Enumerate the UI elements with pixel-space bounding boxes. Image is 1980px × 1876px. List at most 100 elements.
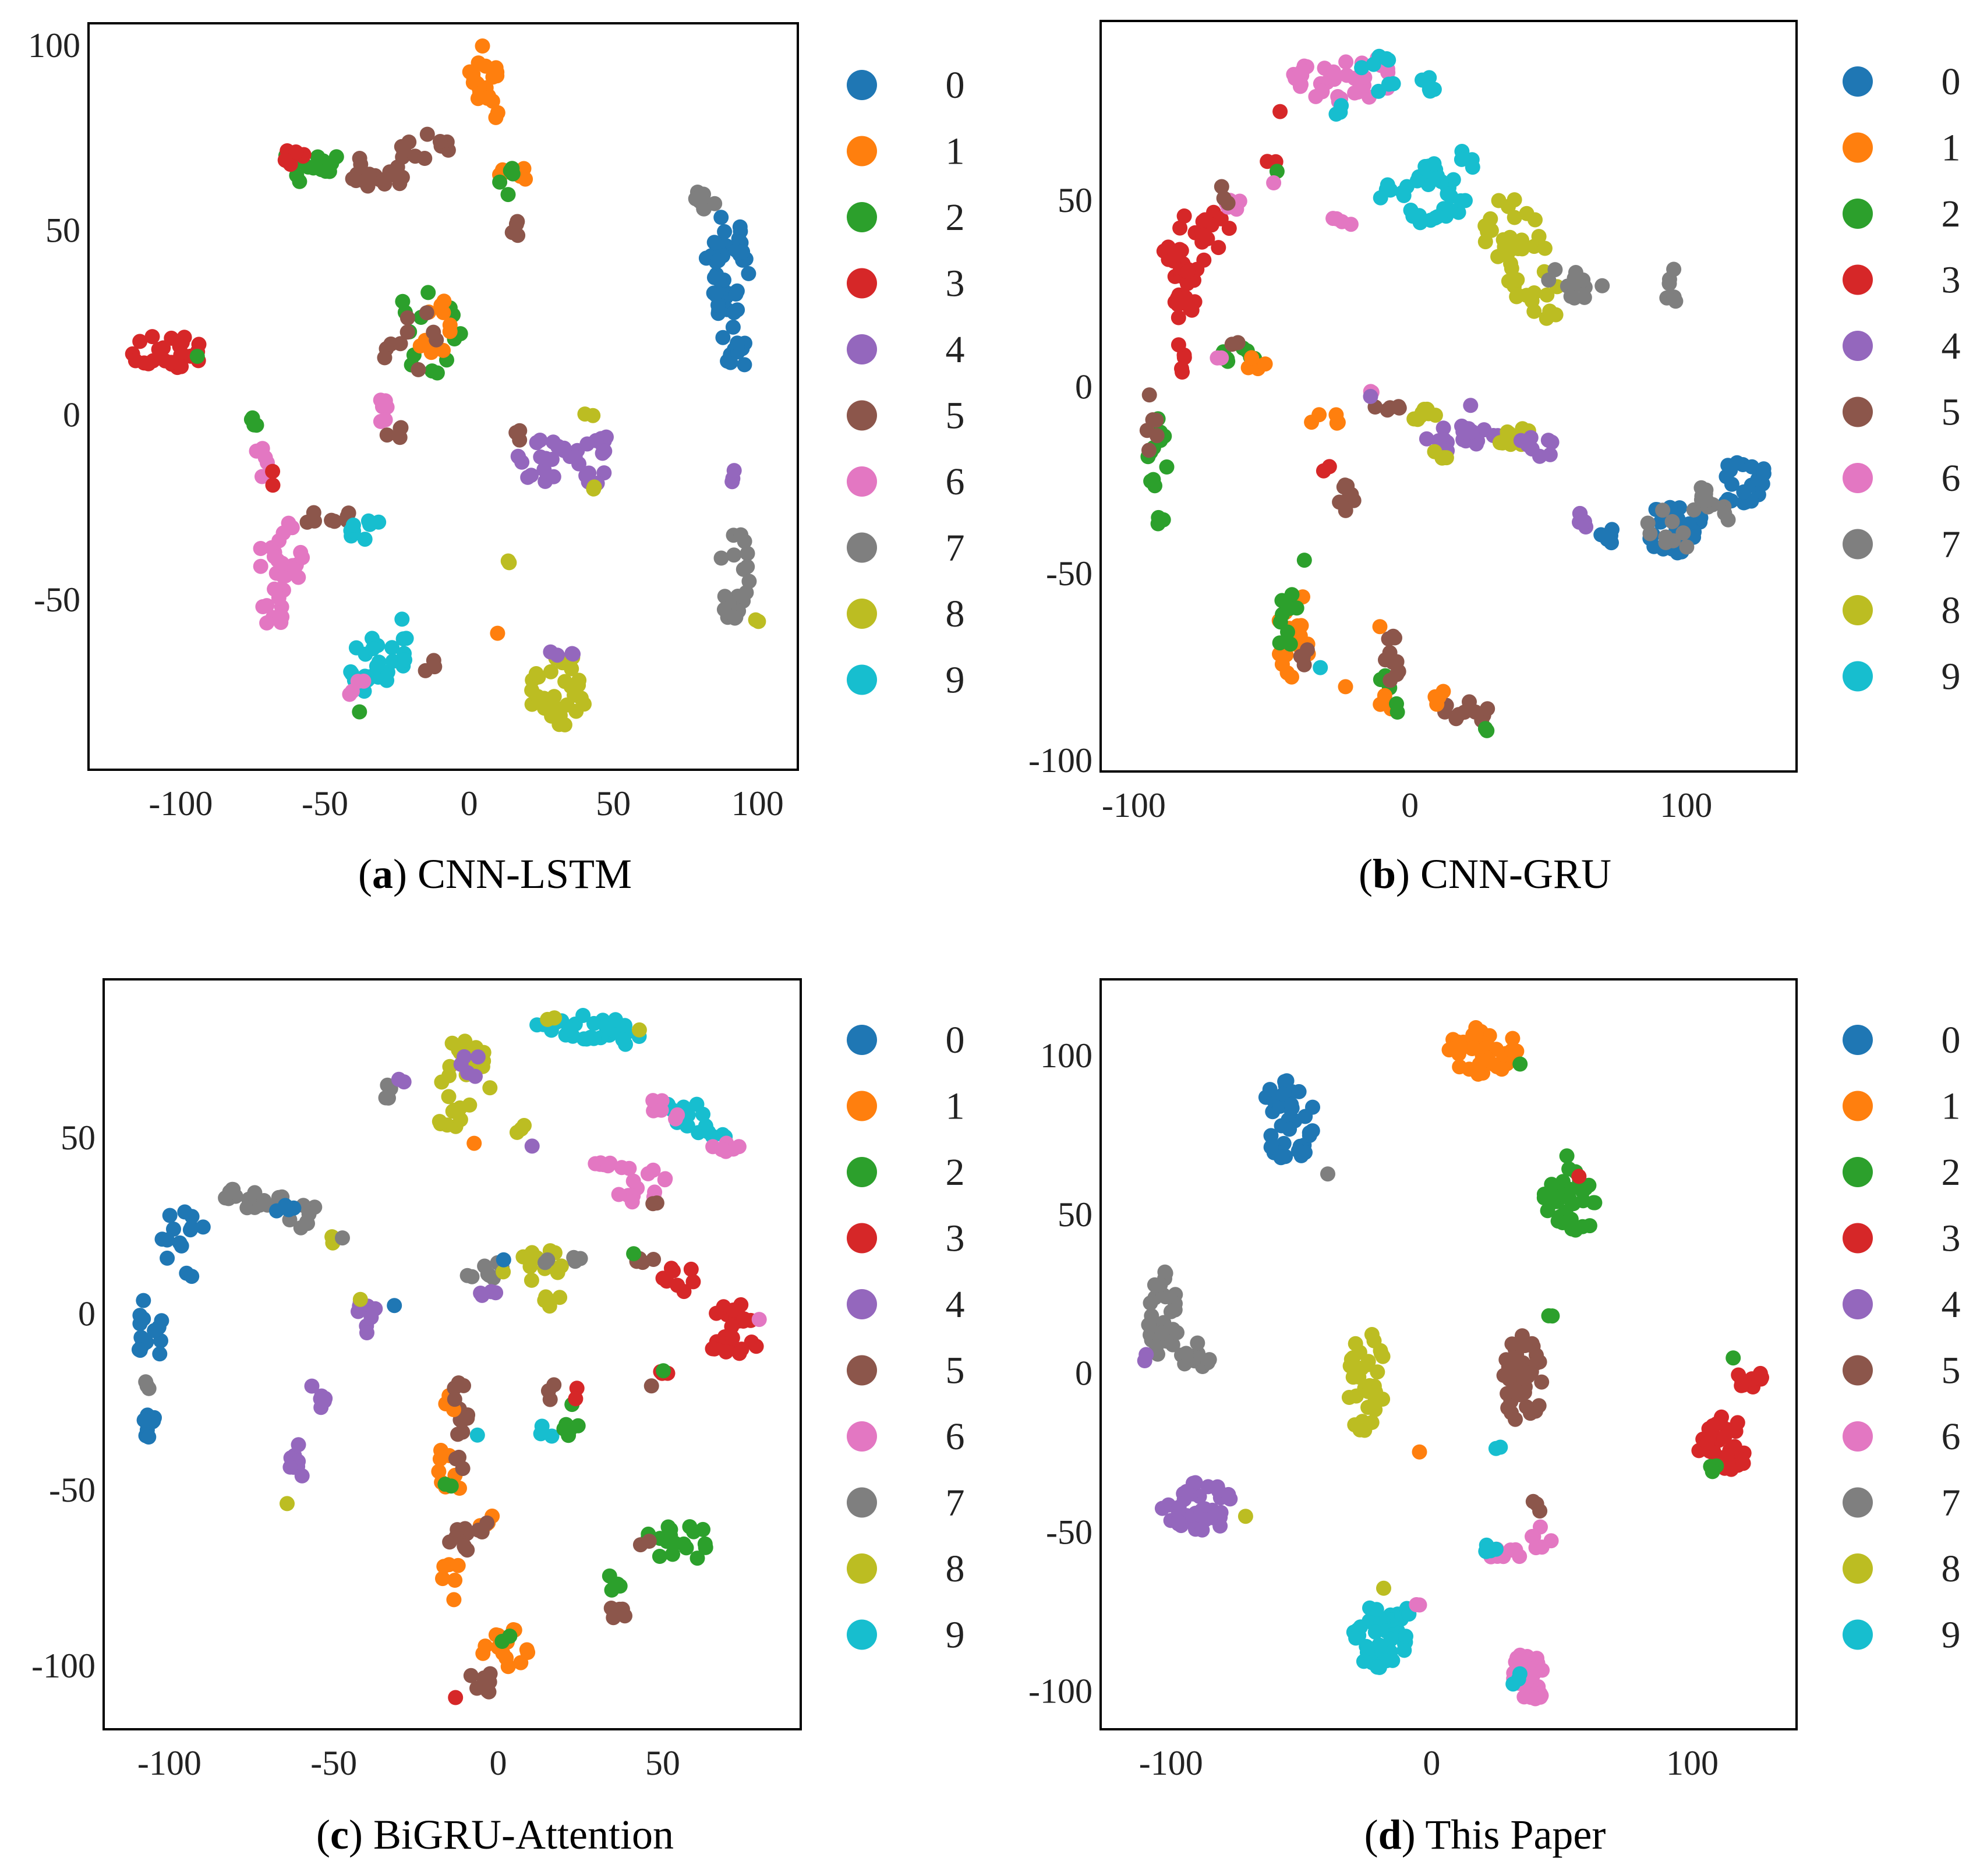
point-class-7 [740, 546, 755, 561]
point-class-5 [447, 1380, 462, 1396]
point-class-2 [663, 1522, 678, 1537]
legend-marker-4 [1843, 1289, 1873, 1319]
point-class-0 [717, 224, 733, 239]
point-class-3 [1176, 208, 1192, 224]
point-class-7 [1666, 261, 1682, 277]
legend-marker-0 [1843, 1025, 1873, 1055]
point-class-3 [140, 356, 156, 371]
point-class-5 [393, 336, 408, 352]
legend-marker-6 [1843, 463, 1873, 493]
legend-marker-0 [847, 1025, 877, 1055]
point-class-5 [482, 1674, 497, 1690]
legend-label-1: 1 [1942, 127, 1961, 169]
y-tick-label: 50 [1058, 1195, 1092, 1234]
point-class-2 [420, 285, 436, 300]
point-class-2 [1544, 1308, 1560, 1324]
point-class-9 [365, 641, 381, 656]
point-class-8 [585, 408, 601, 423]
x-tick-label: 100 [1666, 1744, 1719, 1782]
point-class-4 [1154, 1500, 1170, 1516]
point-class-1 [475, 38, 490, 54]
point-class-4 [1524, 441, 1540, 457]
point-class-6 [257, 449, 273, 465]
point-class-9 [1328, 107, 1344, 122]
x-tick-label: -100 [137, 1744, 201, 1782]
point-class-2 [318, 164, 334, 179]
point-class-0 [141, 1429, 157, 1445]
plot-frame [1099, 978, 1798, 1730]
caption-c: (c) BiGRU-Attention [316, 1811, 674, 1858]
legend-marker-5 [1843, 397, 1873, 427]
point-class-9 [1415, 72, 1430, 88]
point-class-5 [1216, 190, 1232, 206]
point-class-1 [490, 625, 505, 641]
point-class-1 [1427, 689, 1443, 705]
point-class-7 [538, 1255, 553, 1270]
point-class-5 [1339, 478, 1355, 494]
point-class-0 [713, 210, 729, 225]
point-class-1 [1468, 1027, 1484, 1042]
point-class-9 [1354, 60, 1370, 76]
point-class-4 [1464, 424, 1480, 440]
point-class-0 [1262, 1082, 1278, 1098]
point-class-1 [436, 1559, 452, 1574]
point-class-9 [1385, 76, 1401, 91]
point-class-4 [351, 1304, 366, 1319]
point-class-7 [1575, 272, 1591, 288]
point-class-8 [1366, 1333, 1382, 1348]
legend-label-1: 1 [946, 130, 965, 173]
point-class-4 [1469, 436, 1484, 452]
point-class-9 [544, 1428, 560, 1444]
point-class-9 [1440, 186, 1455, 202]
point-class-8 [586, 481, 602, 497]
point-class-5 [1382, 400, 1398, 416]
point-class-3 [724, 1319, 740, 1335]
point-class-2 [570, 1418, 586, 1433]
point-class-0 [726, 305, 742, 320]
point-class-6 [1314, 84, 1330, 100]
point-class-1 [1372, 619, 1388, 635]
point-class-3 [174, 346, 190, 362]
legend-marker-8 [1843, 595, 1873, 625]
point-class-4 [468, 1068, 483, 1084]
point-class-2 [1389, 705, 1405, 720]
legend-label-1: 1 [1942, 1085, 1961, 1128]
point-class-8 [500, 553, 516, 569]
point-class-7 [1547, 262, 1563, 278]
point-class-9 [1430, 209, 1445, 225]
point-class-3 [736, 1311, 752, 1327]
point-class-0 [732, 219, 748, 235]
legend-marker-4 [847, 1289, 877, 1319]
x-tick-label: -100 [1102, 786, 1166, 824]
point-class-8 [1360, 1354, 1376, 1369]
y-tick-label: -100 [31, 1647, 96, 1685]
point-class-8 [1368, 1384, 1383, 1400]
legend-label-0: 0 [946, 1019, 965, 1061]
point-class-3 [155, 340, 171, 356]
point-class-7 [1717, 505, 1733, 521]
x-tick-label: 0 [490, 1744, 507, 1782]
point-class-8 [1539, 287, 1555, 303]
legend-label-9: 9 [1942, 656, 1961, 698]
point-class-4 [359, 1325, 374, 1340]
point-class-2 [292, 174, 307, 189]
legend-label-0: 0 [946, 64, 965, 107]
point-class-4 [1419, 431, 1434, 447]
caption-c-text: BiGRU-Attention [373, 1811, 674, 1858]
point-class-7 [1201, 1352, 1217, 1368]
point-class-8 [1510, 241, 1526, 256]
legend-marker-7 [1843, 529, 1873, 560]
point-class-6 [271, 533, 287, 548]
point-class-0 [1756, 466, 1772, 482]
point-class-5 [419, 126, 435, 142]
point-class-5 [450, 1427, 466, 1442]
point-class-2 [1544, 1177, 1560, 1192]
legend-label-4: 4 [1942, 325, 1961, 367]
point-class-9 [1405, 208, 1421, 224]
point-class-1 [432, 1451, 448, 1467]
point-class-8 [536, 700, 552, 716]
point-class-7 [378, 1090, 394, 1106]
point-class-8 [557, 674, 573, 689]
point-class-4 [524, 1138, 540, 1154]
point-class-1 [446, 1592, 462, 1608]
